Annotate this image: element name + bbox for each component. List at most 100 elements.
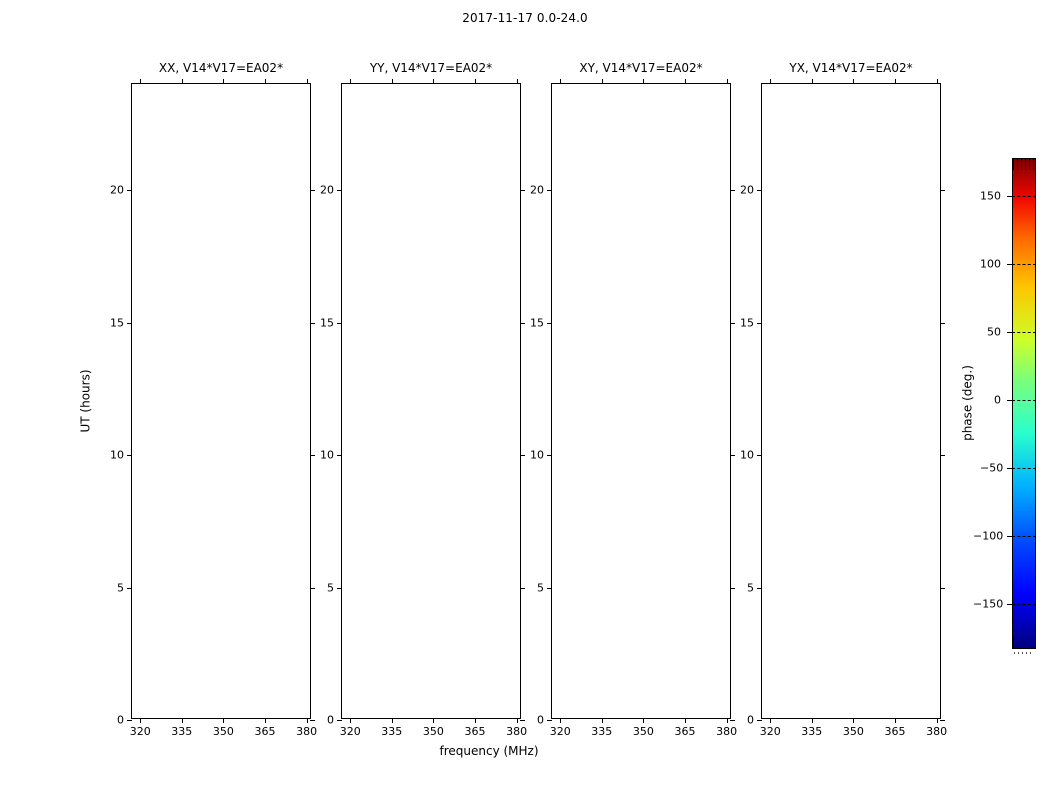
colorbar-extend-marker	[1014, 652, 1034, 654]
xtick-mark-top	[433, 79, 435, 84]
ytick-mark	[757, 587, 762, 589]
ytick-label: 0	[327, 713, 334, 727]
xtick-mark	[391, 718, 393, 723]
xtick-mark	[643, 718, 645, 723]
xtick-mark	[223, 718, 225, 723]
panel-title-yx: YX, V14*V17=EA02*	[789, 61, 913, 75]
xtick-mark	[475, 718, 476, 723]
xtick-mark-top	[770, 79, 772, 84]
ytick-mark	[547, 720, 552, 721]
ytick-label: 5	[747, 581, 754, 594]
xtick-label: 380	[926, 725, 948, 738]
xtick-mark-top	[726, 79, 728, 84]
ytick-mark-right	[310, 455, 315, 456]
xtick-label: 380	[506, 725, 528, 738]
xtick-mark-top	[306, 79, 308, 84]
ytick-mark	[337, 455, 342, 456]
figure-suptitle: 2017-11-17 0.0-24.0	[462, 11, 588, 25]
ytick-mark-right	[730, 720, 735, 721]
xtick-mark-top	[560, 79, 562, 84]
xtick-mark-top	[350, 79, 352, 84]
ytick-mark	[337, 190, 342, 191]
xtick-mark-top	[601, 79, 603, 84]
xtick-label: 320	[129, 725, 151, 738]
xtick-label: 365	[254, 725, 276, 738]
xtick-label: 335	[171, 725, 193, 738]
colorbar-label: phase (deg.)	[960, 365, 975, 441]
ytick-label: 15	[110, 316, 124, 329]
colorbar-tick-out	[1007, 604, 1012, 605]
xtick-mark	[895, 718, 896, 723]
ytick-mark	[127, 587, 132, 589]
xtick-mark-top	[643, 79, 645, 84]
xtick-label: 335	[801, 725, 823, 738]
xtick-mark-top	[516, 79, 518, 84]
colorbar-tick-out	[1007, 400, 1012, 401]
colorbar-tick-mark	[1012, 468, 1036, 469]
plot-panel-yy[interactable]: YY, V14*V17=EA02* 0 5 10 15 20 320 335 3…	[320, 61, 527, 737]
ytick-mark-right	[520, 322, 525, 324]
colorbar-tick-mark	[1012, 400, 1036, 401]
ytick-mark	[757, 720, 762, 721]
xtick-mark-top	[181, 79, 183, 84]
colorbar[interactable]	[1012, 158, 1036, 649]
xtick-label: 350	[842, 725, 864, 738]
xtick-label: 320	[759, 725, 781, 738]
xtick-mark	[516, 718, 518, 723]
ytick-mark	[127, 322, 132, 324]
xtick-label: 365	[464, 725, 486, 738]
ytick-label: 10	[320, 448, 334, 462]
plot-panel-yx[interactable]: YX, V14*V17=EA02* 0 5 10 15 20 320 335 3…	[740, 61, 947, 737]
ytick-mark	[547, 190, 552, 191]
xtick-mark-top	[223, 79, 225, 84]
panel-title-xx: XX, V14*V17=EA02*	[158, 61, 284, 75]
xtick-mark	[726, 718, 728, 723]
plot-panel-xy[interactable]: XY, V14*V17=EA02* 0 5 10 15 20 320 335 3…	[530, 61, 737, 737]
ytick-mark-right	[520, 455, 525, 456]
ytick-mark-right	[310, 720, 315, 721]
plot-panel-xx[interactable]: XX, V14*V17=EA02* 0 5 10 15 20 320 335 3…	[110, 61, 317, 737]
xtick-mark-top	[475, 79, 476, 84]
xtick-label: 365	[674, 725, 696, 738]
ytick-mark-right	[310, 190, 315, 191]
colorbar-under-hatch	[1013, 637, 1035, 648]
panel-title-xy: XY, V14*V17=EA02*	[579, 61, 703, 75]
ytick-label: 0	[747, 713, 754, 727]
ytick-mark	[127, 720, 132, 721]
ytick-label: 0	[537, 713, 544, 727]
ytick-mark	[547, 587, 552, 589]
ytick-label: 15	[740, 316, 754, 329]
xtick-mark-top	[853, 79, 855, 84]
xtick-label: 350	[422, 725, 444, 738]
ytick-mark	[757, 190, 762, 191]
xtick-label: 320	[549, 725, 571, 738]
colorbar-tick-label: −50	[980, 461, 1004, 475]
ytick-mark-right	[940, 455, 945, 456]
ytick-label: 10	[740, 448, 754, 462]
colorbar-tick-out	[1007, 536, 1012, 537]
xtick-mark	[560, 718, 562, 723]
ytick-mark	[757, 455, 762, 456]
ytick-label: 5	[537, 581, 544, 594]
colorbar-tick-out	[1007, 468, 1012, 469]
xtick-mark	[265, 718, 266, 723]
xtick-mark	[601, 718, 603, 723]
xtick-mark	[936, 718, 938, 723]
xtick-mark	[811, 718, 813, 723]
xtick-label: 380	[716, 725, 738, 738]
ytick-mark	[337, 587, 342, 589]
xtick-mark	[433, 718, 435, 723]
y-axis-label: UT (hours)	[78, 369, 93, 433]
ytick-mark-right	[730, 455, 735, 456]
ytick-label: 5	[327, 581, 334, 594]
xtick-mark	[350, 718, 352, 723]
xtick-mark	[140, 718, 142, 723]
colorbar-tick-out	[1007, 264, 1012, 265]
ytick-label: 20	[530, 183, 544, 197]
colorbar-tick-mark	[1012, 196, 1036, 197]
xtick-mark	[770, 718, 772, 723]
ytick-mark	[547, 455, 552, 456]
xtick-mark-top	[685, 79, 686, 84]
ytick-label: 10	[530, 448, 544, 462]
